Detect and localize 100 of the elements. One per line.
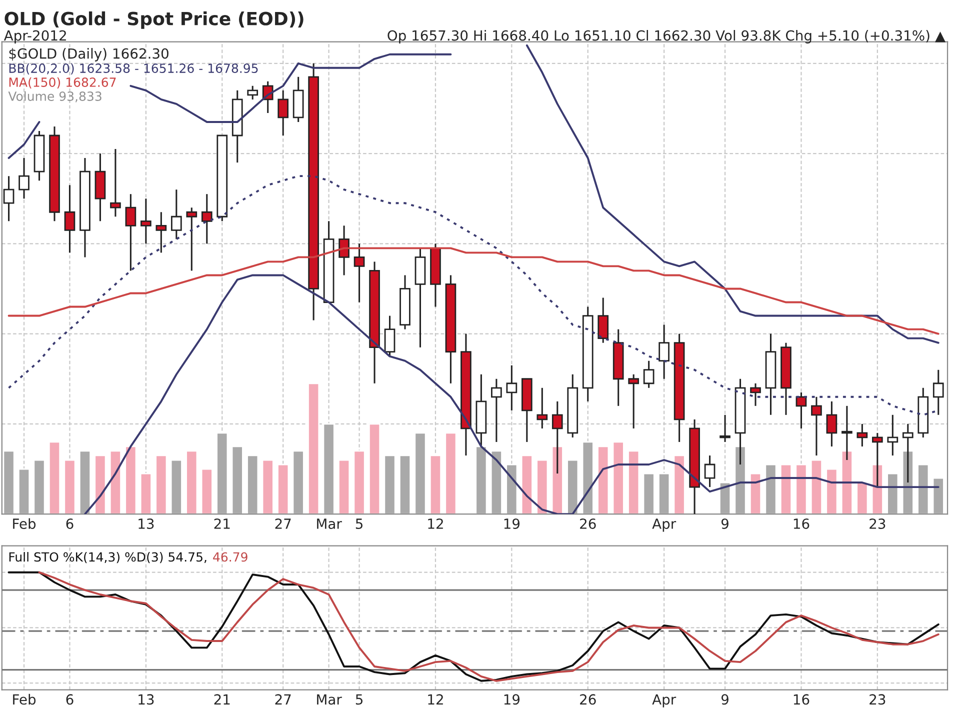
legend-title: $GOLD (Daily) 1662.30 <box>9 48 168 62</box>
candlestick <box>354 242 365 304</box>
candlestick <box>64 184 76 254</box>
candlestick <box>506 364 518 412</box>
bar <box>170 459 182 514</box>
bar <box>64 459 76 514</box>
candlestick <box>170 188 182 240</box>
text: MA(150) 1682.67 <box>9 77 116 88</box>
bar <box>124 446 137 514</box>
candlestick <box>536 387 548 430</box>
candlestick <box>278 90 289 136</box>
bar <box>520 454 533 514</box>
bar <box>749 472 762 514</box>
bar <box>368 423 381 514</box>
bar <box>780 464 792 514</box>
x-tick-label: 27 <box>275 694 291 704</box>
bar <box>764 464 777 514</box>
candlestick <box>598 296 609 344</box>
x-tick-label: Apr <box>652 694 676 708</box>
x-tick-label: Mar <box>317 518 342 529</box>
x-tick-label: 9 <box>721 518 728 529</box>
bar <box>216 432 228 514</box>
x-tick-label: Apr <box>652 518 676 532</box>
chart-title: OLD (Gold - Spot Price (EOD)) <box>4 11 304 29</box>
bar <box>262 459 274 514</box>
x-tick-label: 19 <box>504 694 520 705</box>
bar <box>673 454 686 514</box>
bar <box>398 454 412 514</box>
x-tick-label: 6 <box>66 518 74 529</box>
candlestick <box>491 378 502 443</box>
bar <box>582 441 594 514</box>
x-tick-label: 27 <box>275 518 291 529</box>
bar <box>18 468 30 514</box>
bar <box>186 450 198 514</box>
x-tick-label: Feb <box>13 518 36 529</box>
candlestick <box>628 374 640 430</box>
candlestick <box>186 206 198 272</box>
bar <box>292 450 304 514</box>
x-tick-label: 19 <box>504 518 520 529</box>
bar <box>840 450 853 514</box>
bar <box>734 446 746 514</box>
bar <box>200 468 213 514</box>
x-tick-label: 21 <box>214 694 230 704</box>
bar <box>277 464 290 514</box>
candlestick <box>750 382 761 407</box>
candlestick <box>887 414 898 456</box>
candlestick <box>826 400 838 448</box>
candlestick <box>384 315 396 358</box>
chart-subtitle: Apr-2012 <box>4 30 66 44</box>
text: Volume 93,833 <box>8 91 102 102</box>
text: Op 1657.30 Hi 1668.40 Lo 1651.10 Cl 1662.30 Vol 93.8K Chg +5.10 (+0.31%) ▲ <box>388 30 946 44</box>
x-tick-label: 21 <box>214 518 230 529</box>
series-label: BB(20,2.0) 1623.58 - 1651.26 - 1678.95 <box>9 63 258 74</box>
bar <box>353 450 366 514</box>
x-tick-label: 12 <box>428 518 443 529</box>
text: 46.79 <box>213 552 248 562</box>
x-tick-label: 6 <box>66 694 74 705</box>
bar <box>429 454 442 514</box>
bar <box>795 464 808 514</box>
bar <box>414 432 426 514</box>
bar <box>140 472 152 514</box>
bar <box>246 454 259 514</box>
bar <box>322 423 335 514</box>
bar <box>78 450 92 514</box>
candlestick <box>18 157 30 200</box>
candlestick <box>338 224 350 276</box>
series-label: Full STO %K(14,3) %D(3) 54.75, <box>9 552 206 564</box>
bar <box>917 464 930 514</box>
bar <box>642 472 655 514</box>
candlestick <box>704 454 716 488</box>
candlestick <box>156 211 167 254</box>
candlestick <box>247 85 258 100</box>
candlestick <box>932 369 944 416</box>
x-tick-label: 13 <box>138 518 154 529</box>
bar <box>33 459 46 514</box>
bar <box>506 464 518 514</box>
candlestick <box>658 324 670 380</box>
bar <box>475 446 488 514</box>
x-tick-label: 23 <box>870 518 886 529</box>
bar <box>856 482 868 514</box>
bar <box>444 432 457 514</box>
bar <box>2 450 15 514</box>
bar <box>94 454 106 514</box>
candlestick <box>720 414 730 443</box>
candlestick <box>3 175 14 222</box>
x-tick-label: 5 <box>356 518 362 529</box>
candlestick <box>201 193 212 244</box>
candlestick <box>811 396 822 456</box>
x-tick-label: 12 <box>428 694 443 704</box>
x-tick-label: 23 <box>870 694 886 705</box>
x-tick-label: 16 <box>794 694 810 705</box>
candlestick <box>796 392 807 430</box>
bar <box>48 441 61 514</box>
bar <box>536 459 548 514</box>
x-tick-label: Mar <box>317 694 342 705</box>
bar <box>551 446 564 514</box>
bar <box>231 446 244 514</box>
bar <box>628 450 640 514</box>
bar <box>566 459 579 514</box>
bar <box>597 446 610 514</box>
